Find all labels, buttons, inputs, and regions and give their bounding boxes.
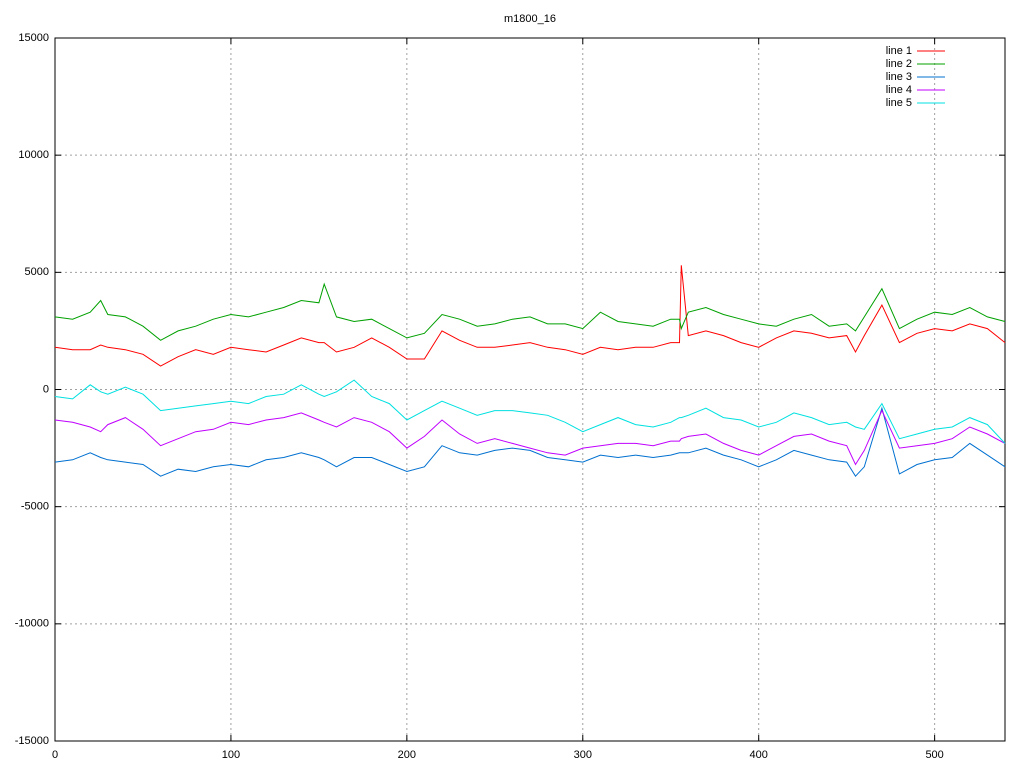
legend-label: line 3 [886, 71, 912, 83]
legend-label: line 1 [886, 45, 912, 57]
x-tick-label: 400 [750, 749, 768, 761]
y-tick-label: -10000 [15, 618, 49, 630]
x-tick-label: 0 [52, 749, 58, 761]
data-line [54, 379, 1006, 444]
plot-border [54, 37, 1006, 742]
data-line [54, 409, 1006, 466]
legend-label: line 4 [886, 84, 912, 96]
data-line [54, 406, 1006, 478]
x-tick-label: 200 [398, 749, 416, 761]
y-tick-label: -15000 [15, 735, 49, 747]
data-line [54, 265, 1006, 367]
x-tick-label: 300 [574, 749, 592, 761]
legend-label: line 2 [886, 58, 912, 70]
y-tick-label: 0 [43, 383, 49, 395]
data-line [54, 282, 1006, 341]
y-tick-label: 5000 [25, 266, 49, 278]
legend-label: line 5 [886, 97, 912, 109]
y-tick-label: 10000 [18, 149, 49, 161]
y-tick-label: 15000 [18, 32, 49, 44]
y-tick-label: -5000 [21, 501, 49, 513]
x-tick-label: 100 [222, 749, 240, 761]
chart-title: m1800_16 [504, 13, 556, 25]
x-tick-label: 500 [925, 749, 943, 761]
